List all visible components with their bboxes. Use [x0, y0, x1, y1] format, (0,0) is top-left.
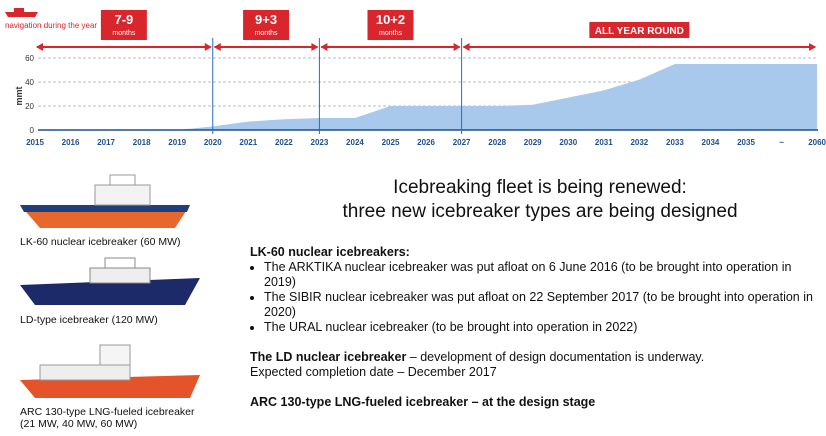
- title-line: three new icebreaker types are being des…: [300, 200, 780, 224]
- section-heading: LK-60 nuclear icebreakers:: [250, 245, 815, 260]
- paragraph: Expected completion date – December 2017: [250, 365, 815, 380]
- period-unit: months: [255, 30, 278, 37]
- x-tick-label: ~: [779, 138, 784, 147]
- ship-arc130: [20, 345, 200, 398]
- x-tick-label: 2023: [311, 138, 329, 147]
- slide: navigation during the year mmt 020406020…: [0, 0, 826, 436]
- x-tick-label: 2060: [808, 138, 826, 147]
- bullet: The ARKTIKA nuclear icebreaker was put a…: [264, 260, 815, 290]
- ship-ld: [20, 258, 200, 305]
- x-tick-label: 2025: [382, 138, 400, 147]
- text: – development of design documentation is…: [406, 350, 704, 364]
- paragraph: The LD nuclear icebreaker – development …: [250, 350, 815, 365]
- arrow-head: [320, 43, 327, 51]
- bullet: The URAL nuclear icebreaker (to be broug…: [264, 320, 815, 335]
- slide-title: Icebreaking fleet is being renewed: thre…: [300, 176, 780, 224]
- arrow-head: [463, 43, 470, 51]
- x-tick-label: 2028: [488, 138, 506, 147]
- period-label: 10+2: [376, 12, 405, 27]
- x-tick-label: 2035: [737, 138, 755, 147]
- x-tick-label: 2027: [453, 138, 471, 147]
- x-tick-label: 2029: [524, 138, 542, 147]
- x-tick-label: 2026: [417, 138, 435, 147]
- x-tick-label: 2024: [346, 138, 364, 147]
- period-label: ALL YEAR ROUND: [595, 26, 684, 37]
- ship-pictures: [0, 0, 240, 436]
- x-tick-label: 2034: [702, 138, 720, 147]
- ship-caption: ARC 130-type LNG-fueled icebreaker(21 MW…: [20, 406, 195, 430]
- x-tick-label: 2031: [595, 138, 613, 147]
- x-tick-label: 2021: [239, 138, 257, 147]
- slide-body: LK-60 nuclear icebreakers: The ARKTIKA n…: [250, 245, 815, 410]
- caption-line: LK-60 nuclear icebreaker (60 MW): [20, 236, 180, 248]
- arrow-head: [454, 43, 461, 51]
- x-tick-label: 2033: [666, 138, 684, 147]
- ship-caption: LD-type icebreaker (120 MW): [20, 314, 158, 326]
- bold-text: The LD nuclear icebreaker: [250, 350, 406, 364]
- title-line: Icebreaking fleet is being renewed:: [300, 176, 780, 200]
- caption-line: LD-type icebreaker (120 MW): [20, 314, 158, 326]
- arrow-head: [809, 43, 816, 51]
- arrow-head: [311, 43, 318, 51]
- x-tick-label: 2032: [630, 138, 648, 147]
- x-tick-label: 2022: [275, 138, 293, 147]
- caption-line: (21 MW, 40 MW, 60 MW): [20, 418, 195, 430]
- ship-caption: LK-60 nuclear icebreaker (60 MW): [20, 236, 180, 248]
- period-label: 9+3: [255, 12, 277, 27]
- ship-lk60: [20, 175, 190, 228]
- period-unit: months: [379, 30, 402, 37]
- caption-line: ARC 130-type LNG-fueled icebreaker: [20, 406, 195, 418]
- bullet-list: The ARKTIKA nuclear icebreaker was put a…: [250, 260, 815, 335]
- bullet: The SIBIR nuclear icebreaker was put afl…: [264, 290, 815, 320]
- x-tick-label: 2030: [559, 138, 577, 147]
- paragraph: ARC 130-type LNG-fueled icebreaker – at …: [250, 395, 815, 410]
